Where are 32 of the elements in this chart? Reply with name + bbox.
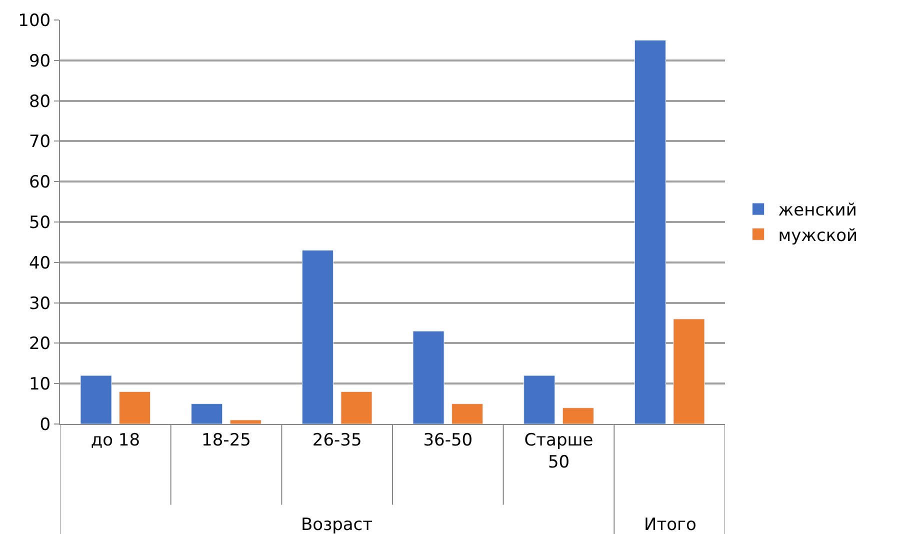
y-tick-label: 70 (28, 132, 51, 152)
legend-label: женский (778, 200, 857, 221)
y-tick-label: 100 (18, 10, 51, 31)
bar (119, 391, 151, 424)
bar (524, 375, 556, 424)
bar (634, 40, 666, 424)
x-tick-label: 26-35 (312, 430, 362, 450)
y-tick-label: 30 (28, 294, 51, 314)
y-tick-label: 20 (28, 334, 51, 354)
y-tick-label: 50 (28, 212, 51, 233)
bar (562, 408, 594, 424)
bar (230, 420, 262, 424)
text: Итого (644, 515, 696, 534)
x-tick-label: 18-25 (202, 430, 251, 450)
x-tick-label: 36-50 (423, 430, 473, 450)
x-tick-label: Старше 50 (524, 430, 594, 472)
bar (80, 375, 112, 424)
text: Возраст (301, 515, 373, 534)
y-tick-label: 0 (40, 414, 51, 435)
bar (412, 330, 444, 424)
bar (191, 404, 223, 424)
y-tick-label: 90 (28, 51, 51, 72)
bar (340, 391, 372, 424)
y-tick-label: 10 (28, 374, 51, 395)
bar (302, 250, 334, 424)
bar (452, 404, 484, 424)
y-tick-label: 80 (28, 92, 51, 112)
bar (673, 318, 705, 424)
y-tick-label: 40 (28, 253, 51, 274)
x-tick-label: до 18 (90, 430, 140, 450)
legend-label: мужской (778, 226, 858, 246)
y-tick-label: 60 (28, 172, 51, 193)
